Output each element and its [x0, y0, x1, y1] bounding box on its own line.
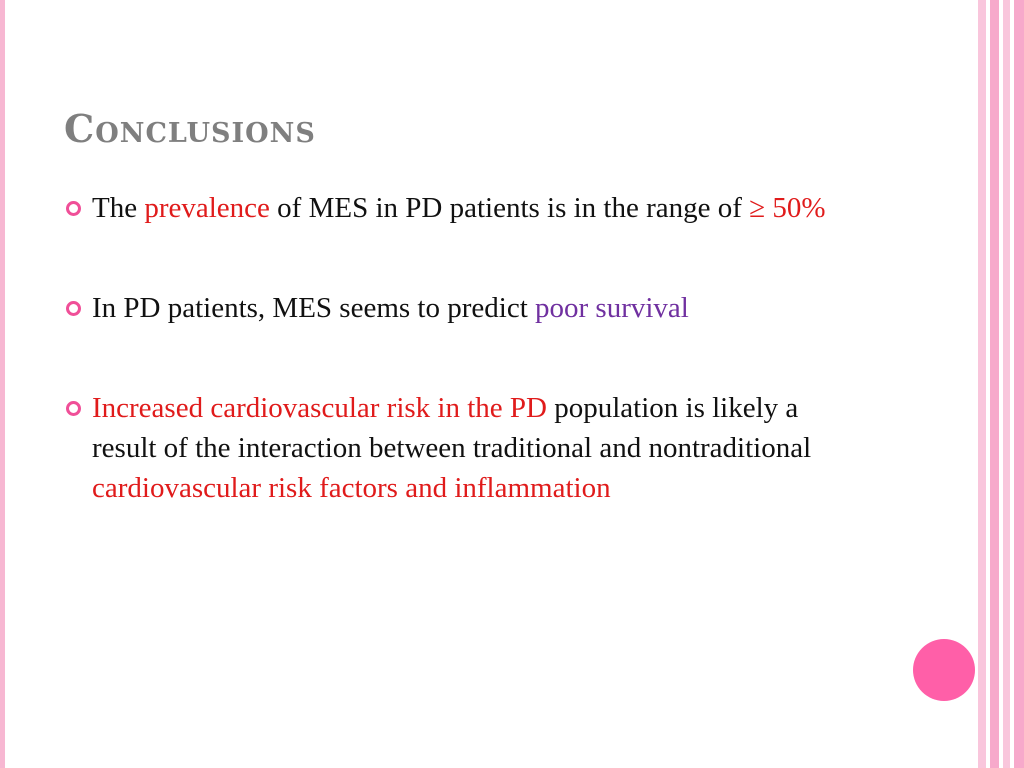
- bullet-circle-icon: [66, 401, 81, 416]
- emphasis-text: cardiovascular risk factors and inflamma…: [92, 472, 611, 504]
- emphasis-text: poor survival: [535, 292, 689, 324]
- right-stripe-gap: [986, 0, 990, 768]
- bullet-item-prevalence: The prevalence of MES in PD patients is …: [64, 188, 844, 228]
- right-stripe-decoration: [990, 0, 999, 768]
- emphasis-text: ≥ 50%: [749, 192, 826, 224]
- bullet-item-cardiovascular-risk: Increased cardiovascular risk in the PD …: [64, 388, 844, 508]
- bullet-text: population is likely a result of the int…: [92, 392, 812, 464]
- slide-title: Conclusions: [64, 106, 316, 151]
- bullet-circle-icon: [66, 201, 81, 216]
- right-stripe-gap: [999, 0, 1003, 768]
- emphasis-text: Increased cardiovascular risk in the PD: [92, 392, 547, 424]
- emphasis-text: prevalence: [144, 192, 270, 224]
- right-stripe-decoration: [978, 0, 986, 768]
- bullet-circle-icon: [66, 301, 81, 316]
- left-border-decoration: [0, 0, 5, 768]
- bullet-item-survival: In PD patients, MES seems to predict poo…: [64, 288, 844, 328]
- bullet-text: In PD patients, MES seems to predict: [92, 292, 536, 324]
- bullet-list: The prevalence of MES in PD patients is …: [64, 188, 844, 508]
- right-stripe-gap: [1010, 0, 1014, 768]
- bullet-text: The: [92, 192, 145, 224]
- right-stripe-decoration: [1003, 0, 1010, 768]
- pink-circle-decoration: [913, 639, 975, 701]
- bullet-text: of MES in PD patients is in the range of: [269, 192, 750, 224]
- right-stripe-decoration: [1014, 0, 1024, 768]
